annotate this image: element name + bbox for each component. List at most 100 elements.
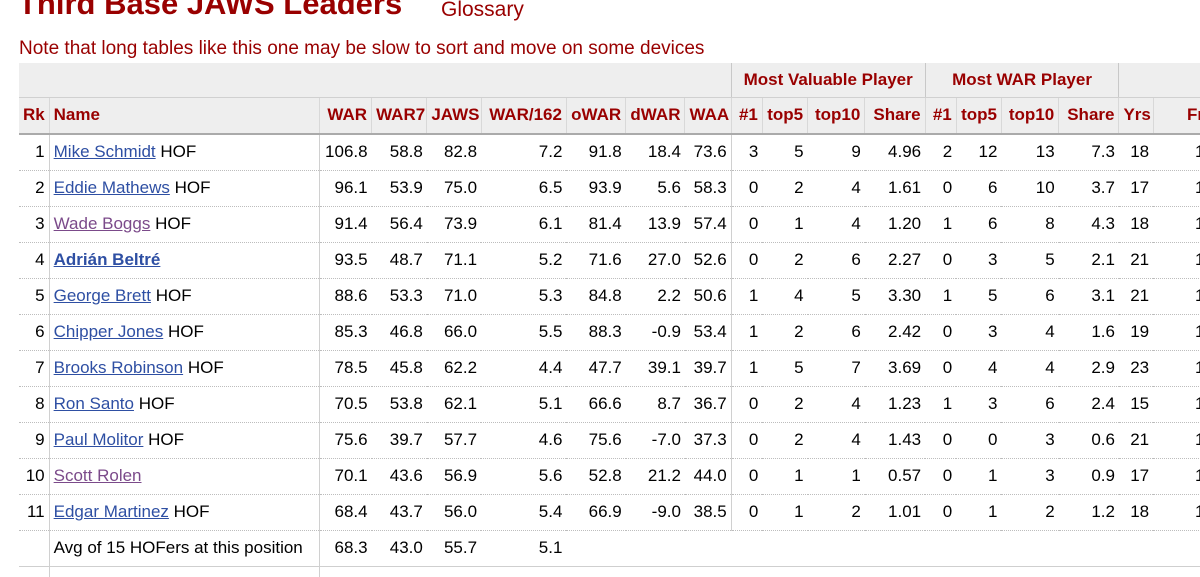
hof-badge: HOF bbox=[155, 286, 192, 305]
col-waa-header[interactable]: WAA bbox=[684, 97, 732, 135]
stat-cell-mvpshare: 3.69 bbox=[864, 350, 926, 387]
player-link[interactable]: Scott Rolen bbox=[53, 466, 142, 485]
stat-cell-jaws: 57.7 bbox=[426, 422, 482, 459]
col-jaws-header[interactable]: JAWS bbox=[426, 97, 482, 135]
col-war7-header[interactable]: WAR7 bbox=[371, 97, 428, 135]
player-name-cell: Mike Schmidt HOF bbox=[49, 134, 320, 171]
stat-cell-mvpshare: 2.42 bbox=[864, 314, 926, 351]
avg-rank-cell bbox=[19, 530, 50, 567]
stat-cell-mvp5: 2 bbox=[762, 314, 808, 351]
table-row: 11 Edgar Martinez HOF 68.4 43.7 56.0 5.4 66.9-… bbox=[19, 494, 1200, 531]
stat-cell-mvp10: 4 bbox=[807, 422, 865, 459]
col-rk-header[interactable]: Rk bbox=[19, 97, 50, 135]
jaws-table-container[interactable]: Most Valuable Player Most WAR Player Rk N… bbox=[19, 63, 1200, 577]
avg-empty-cell bbox=[807, 530, 865, 567]
player-link[interactable]: Adrián Beltré bbox=[53, 250, 161, 269]
stat-cell-mwshare: 4.3 bbox=[1058, 206, 1119, 243]
stat-cell-fr: 1 bbox=[1153, 134, 1200, 171]
stat-cell-waa: 37.3 bbox=[684, 422, 732, 459]
stat-cell-owar: 84.8 bbox=[566, 278, 626, 315]
player-link[interactable]: Mike Schmidt bbox=[53, 142, 156, 162]
rank-cell: 8 bbox=[19, 386, 50, 423]
col-mostwar-top5-header[interactable]: top5 bbox=[956, 97, 1002, 135]
glossary-link[interactable]: Glossary bbox=[441, 0, 524, 21]
stat-cell-mvp1: 0 bbox=[731, 422, 763, 459]
col-mvp-top5-header[interactable]: top5 bbox=[762, 97, 809, 135]
avg-empty-cell bbox=[1118, 530, 1154, 567]
col-mostwar-first-header[interactable]: #1 bbox=[925, 97, 957, 135]
stat-cell-mvp1: 0 bbox=[731, 206, 763, 243]
stat-cell-yrs: 21 bbox=[1118, 278, 1154, 315]
stat-cell-yrs: 23 bbox=[1118, 350, 1154, 387]
stat-cell-war7: 53.8 bbox=[371, 386, 427, 423]
player-name-cell: Brooks Robinson HOF bbox=[49, 350, 320, 387]
stat-cell-fr: 1 bbox=[1153, 422, 1200, 459]
rank-cell: 1 bbox=[19, 134, 50, 171]
stat-cell-fr: 1 bbox=[1153, 206, 1200, 243]
col-yrs-header[interactable]: Yrs bbox=[1118, 97, 1154, 135]
col-mvp-first-header[interactable]: #1 bbox=[731, 97, 763, 135]
stat-cell-war7: 43.6 bbox=[371, 458, 427, 495]
col-mvp-share-header[interactable]: Share bbox=[864, 97, 926, 135]
stat-cell-owar: 75.6 bbox=[566, 422, 626, 459]
stat-cell-war: 75.6 bbox=[319, 422, 372, 459]
stat-cell-mvp1: 0 bbox=[731, 458, 763, 495]
stat-cell-yrs: 18 bbox=[1118, 134, 1154, 171]
player-link[interactable]: George Brett bbox=[53, 286, 151, 305]
stat-cell-war: 78.5 bbox=[319, 350, 372, 387]
player-link[interactable]: Chipper Jones bbox=[53, 322, 164, 341]
stat-cell-jaws: 82.8 bbox=[426, 134, 482, 171]
stat-cell-waa: 52.6 bbox=[684, 242, 732, 279]
hof-badge: HOF bbox=[160, 142, 197, 162]
col-mostwar-share-header[interactable]: Share bbox=[1058, 97, 1120, 135]
col-war-per-162-header[interactable]: WAR/162 bbox=[481, 97, 567, 135]
player-link[interactable]: Paul Molitor bbox=[53, 430, 144, 449]
table-row: 2 Eddie Mathews HOF 96.1 53.9 75.0 6.5 93.9 5.6… bbox=[19, 170, 1200, 207]
stat-cell-war: 96.1 bbox=[319, 170, 372, 207]
stat-cell-yrs: 17 bbox=[1118, 170, 1154, 207]
stat-cell-mw5: 5 bbox=[956, 278, 1002, 315]
stat-cell-yrs: 18 bbox=[1118, 494, 1154, 531]
stat-cell-war7: 56.4 bbox=[371, 206, 427, 243]
stat-cell-mwshare: 1.6 bbox=[1058, 314, 1119, 351]
player-name-cell: George Brett HOF bbox=[49, 278, 320, 315]
stat-cell-fr: 1 bbox=[1153, 386, 1200, 423]
stat-cell-war7: 43.7 bbox=[371, 494, 427, 531]
player-link[interactable]: Ron Santo bbox=[53, 394, 134, 413]
stat-cell-mvp10: 4 bbox=[807, 170, 865, 207]
stat-cell-jaws: 73.9 bbox=[426, 206, 482, 243]
col-war-header[interactable]: WAR bbox=[319, 97, 373, 135]
rank-cell: 10 bbox=[19, 458, 50, 495]
player-link[interactable]: Wade Boggs bbox=[53, 214, 151, 233]
col-mvp-top10-header[interactable]: top10 bbox=[807, 97, 866, 135]
stat-cell-mvpshare: 2.27 bbox=[864, 242, 926, 279]
stat-cell-war7: 53.3 bbox=[371, 278, 427, 315]
avg-empty-cell bbox=[684, 530, 732, 567]
rank-cell: 11 bbox=[19, 494, 50, 531]
stat-cell-war162: 7.2 bbox=[481, 134, 567, 171]
stat-cell-mvp10: 5 bbox=[807, 278, 865, 315]
stat-cell-war7: 53.9 bbox=[371, 170, 427, 207]
stat-cell-war7: 39.7 bbox=[371, 422, 427, 459]
col-mostwar-top10-header[interactable]: top10 bbox=[1001, 97, 1060, 135]
avg-empty-cell bbox=[864, 530, 926, 567]
stat-cell-war: 88.6 bbox=[319, 278, 372, 315]
stat-cell-mw5: 0 bbox=[956, 422, 1002, 459]
stat-cell-mvpshare: 0.57 bbox=[864, 458, 926, 495]
partial-cell bbox=[49, 566, 320, 577]
stat-cell-yrs: 17 bbox=[1118, 458, 1154, 495]
player-name-cell: Wade Boggs HOF bbox=[49, 206, 320, 243]
col-name-header[interactable]: Name bbox=[49, 97, 320, 135]
over-header-row: Most Valuable Player Most WAR Player bbox=[19, 63, 1200, 98]
stat-cell-mw5: 1 bbox=[956, 494, 1002, 531]
player-link[interactable]: Brooks Robinson bbox=[53, 358, 184, 377]
table-row: 10 Scott Rolen 70.1 43.6 56.9 5.6 52.8 21.2 44.0… bbox=[19, 458, 1200, 495]
stat-cell-yrs: 21 bbox=[1118, 422, 1154, 459]
col-owar-header[interactable]: oWAR bbox=[566, 97, 627, 135]
stat-cell-war: 93.5 bbox=[319, 242, 372, 279]
col-dwar-header[interactable]: dWAR bbox=[625, 97, 686, 135]
col-from-header[interactable]: Fr bbox=[1153, 97, 1200, 135]
player-link[interactable]: Eddie Mathews bbox=[53, 178, 170, 197]
player-link[interactable]: Edgar Martinez bbox=[53, 502, 169, 521]
stat-cell-mw5: 6 bbox=[956, 206, 1002, 243]
